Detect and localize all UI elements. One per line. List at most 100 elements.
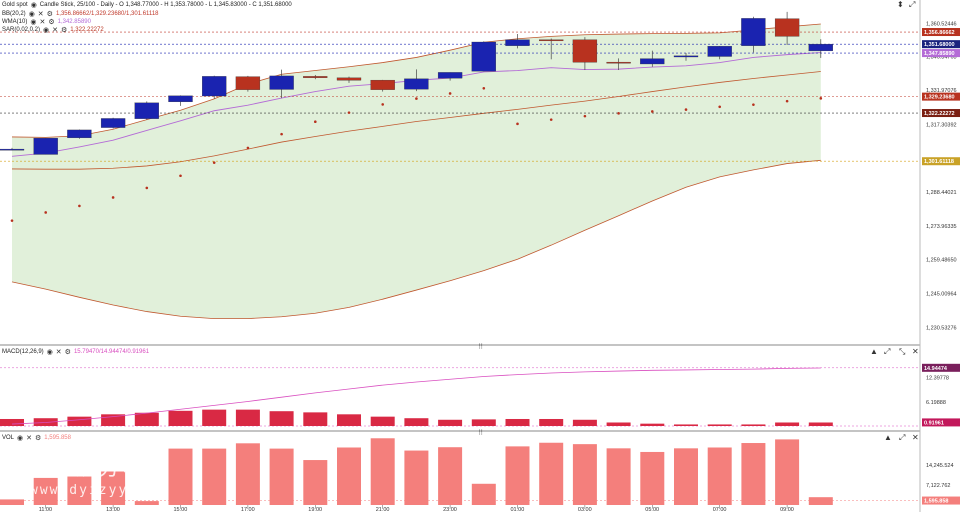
price-tick-label: 1,273.96335: [926, 224, 957, 230]
gear-icon[interactable]: ⚙: [64, 349, 71, 356]
price-badge: [922, 109, 960, 118]
sar-dot: [651, 110, 654, 113]
sar-dot: [583, 114, 587, 118]
volume-bar: [134, 501, 159, 505]
sar-dot: [448, 92, 452, 95]
macd-legend-name: MACD(12,26,9): [2, 349, 44, 355]
macd-bar: [168, 410, 193, 426]
time-tick-label: 05:00: [645, 507, 659, 512]
sar-dot: [785, 99, 789, 103]
eye-icon[interactable]: ◉: [17, 435, 24, 442]
macd-tick-label: 12.39778: [926, 376, 949, 382]
volume-tick-label: 7,122.762: [926, 483, 950, 489]
close-icon[interactable]: ✕: [912, 347, 919, 356]
gear-icon[interactable]: ⚙: [46, 11, 53, 18]
symbol-label: Gold spot: [2, 2, 28, 8]
candle: [539, 39, 564, 42]
macd-bar: [370, 416, 395, 426]
sar-dot: [718, 105, 721, 109]
arrow-down-icon[interactable]: ⬍: [897, 0, 904, 9]
time-tick-label: 03:00: [578, 507, 592, 512]
volume-tick-label: 14,245.524: [926, 463, 954, 469]
price-badge-label: 1,351.68000: [924, 42, 955, 48]
candle: [606, 61, 631, 64]
candle: [640, 58, 665, 65]
minimize-icon[interactable]: ⤡: [899, 347, 906, 356]
candle: [33, 137, 58, 155]
maximize-icon[interactable]: ⤢: [899, 433, 906, 442]
macd-bar: [539, 418, 564, 426]
macd-bar: [808, 422, 833, 426]
price-tick-label: 1,331.97076: [926, 88, 957, 94]
close-icon[interactable]: ✕: [26, 435, 32, 442]
eye-icon[interactable]: ◉: [43, 27, 50, 34]
candle: [303, 76, 328, 78]
sar-dot: [549, 118, 553, 121]
move-up-icon[interactable]: ▲: [870, 347, 878, 356]
maximize-icon[interactable]: ⤢: [909, 0, 916, 9]
sar-dot: [684, 108, 688, 111]
vol-legend: VOL ◉ ✕ ⚙ 1,595.858: [2, 434, 71, 443]
wma-legend-value: 1,342.85890: [57, 19, 91, 25]
volume-bar: [337, 447, 361, 505]
time-tick-label: 07:00: [713, 507, 727, 512]
close-icon[interactable]: ✕: [39, 19, 46, 26]
macd-bar: [101, 414, 126, 426]
sar-dot: [314, 120, 317, 124]
volume-bar: [539, 442, 564, 505]
volume-bar: [0, 499, 24, 505]
volume-bar: [168, 448, 193, 505]
close-icon[interactable]: ✕: [37, 11, 44, 18]
macd-bar: [67, 416, 92, 426]
price-badge: [922, 49, 960, 58]
close-icon[interactable]: ✕: [55, 349, 62, 356]
close-icon[interactable]: ✕: [52, 27, 59, 34]
eye-icon[interactable]: ◉: [46, 349, 53, 356]
gear-icon[interactable]: ⚙: [61, 27, 68, 34]
price-tick-label: 1,288.44021: [926, 190, 957, 196]
eye-icon[interactable]: ◉: [30, 2, 37, 9]
eye-icon[interactable]: ◉: [28, 11, 35, 18]
candle: [741, 18, 766, 46]
time-tick-label: 13:00: [106, 507, 120, 512]
close-icon[interactable]: ✕: [912, 433, 919, 442]
move-up-icon[interactable]: ▲: [884, 433, 892, 442]
bollinger-band-fill: [12, 24, 821, 319]
splitter-handle: ⠿: [478, 429, 483, 437]
bb-legend: BB(20,2) ◉ ✕ ⚙ 1,356.86662/1,329.23680/1…: [2, 10, 159, 19]
price-badge-label: 1,347.85890: [924, 51, 955, 57]
sar-dot: [179, 174, 182, 178]
candle: [404, 78, 429, 90]
vol-legend-value: 1,595.858: [44, 435, 71, 441]
eye-icon[interactable]: ◉: [30, 19, 37, 26]
sar-dot: [145, 186, 149, 190]
header-info: Candle Stick, 25/100 - Daily - O 1,348.7…: [39, 2, 292, 8]
candle: [774, 18, 800, 37]
gear-icon[interactable]: ⚙: [35, 435, 42, 442]
maximize-icon[interactable]: ⤢: [884, 347, 891, 356]
macd-bar: [202, 409, 227, 426]
volume-bar: [235, 443, 260, 505]
candle: [707, 46, 732, 57]
macd-badge-label: 0.91961: [924, 420, 944, 426]
candle: [336, 77, 362, 81]
wma-legend: WMA(10) ◉ ✕ ⚙ 1,342.85890: [2, 18, 91, 27]
watermark-url: www.dyizyy.com: [30, 483, 168, 498]
gear-icon[interactable]: ⚙: [48, 19, 55, 26]
macd-bar: [775, 422, 800, 426]
bb-lower-line: [11, 159, 821, 319]
macd-bar: [674, 424, 698, 426]
price-badge: [922, 28, 960, 37]
volume-bar: [775, 439, 800, 505]
splitter-handle: ⠿: [478, 343, 483, 351]
volume-badge-label: 1,595.858: [924, 499, 948, 505]
bb-legend-name: BB(20,2): [2, 11, 26, 17]
time-tick-label: 11:00: [39, 507, 52, 512]
sar-dot: [819, 97, 823, 100]
price-tick-label: 1,360.52446: [926, 21, 957, 27]
price-tick-label: 1,317.30392: [926, 123, 957, 129]
sar-dot: [752, 103, 755, 106]
macd-bar: [572, 419, 597, 426]
vol-legend-name: VOL: [2, 435, 15, 441]
volume-bar: [471, 483, 496, 505]
